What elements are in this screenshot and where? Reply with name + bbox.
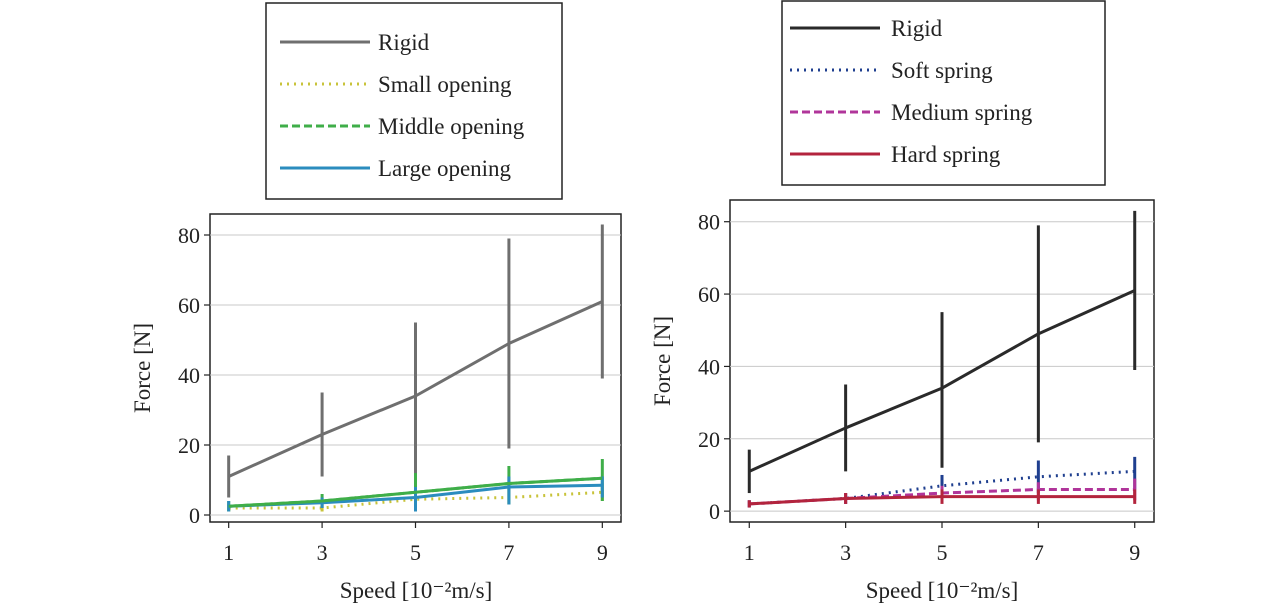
legend-label: Large opening: [378, 156, 512, 181]
right-tick-labels: 0 20 40 60 80 1 3 5 7 9: [698, 210, 1140, 565]
legend-label: Hard spring: [891, 142, 1001, 167]
y-tick-label: 40: [698, 354, 720, 379]
right-legend: Rigid Soft spring Medium spring Hard spring: [790, 16, 1033, 167]
series-line: [228, 476, 603, 508]
y-tick-label: 20: [178, 433, 200, 458]
left-y-axis-label: Force [N]: [130, 323, 155, 413]
left-legend-box: [265, 2, 563, 200]
series-middle-opening: [228, 476, 603, 508]
right-series: [747, 210, 1137, 508]
series-hard-spring: [747, 489, 1137, 508]
x-tick-label: 7: [1033, 540, 1044, 565]
right-chart: Rigid Soft spring Medium spring Hard spring…: [650, 0, 1155, 603]
left-legend: Rigid Small opening Middle opening Large op…: [280, 30, 525, 181]
x-tick-label: 9: [597, 540, 608, 565]
series-rigid: [227, 224, 604, 498]
y-tick-label: 60: [178, 293, 200, 318]
series-line: [228, 300, 603, 478]
legend-label: Rigid: [378, 30, 430, 55]
y-tick-label: 80: [178, 223, 200, 248]
x-tick-label: 5: [410, 540, 421, 565]
series-rigid: [747, 210, 1137, 494]
x-tick-label: 1: [744, 540, 755, 565]
y-tick-label: 20: [698, 427, 720, 452]
x-tick-label: 3: [840, 540, 851, 565]
left-chart: Rigid Small opening Middle opening Large op…: [130, 2, 622, 603]
y-tick-label: 0: [709, 499, 720, 524]
y-tick-label: 80: [698, 210, 720, 235]
right-x-axis-label: Speed [10⁻²m/s]: [866, 578, 1019, 603]
x-tick-label: 9: [1129, 540, 1140, 565]
series-line: [749, 495, 1135, 506]
legend-label: Rigid: [891, 16, 943, 41]
legend-label: Middle opening: [378, 114, 525, 139]
series-line: [748, 289, 1136, 473]
right-y-axis-label: Force [N]: [650, 316, 675, 406]
legend-label: Small opening: [378, 72, 512, 97]
left-series: [227, 224, 604, 512]
x-tick-label: 7: [503, 540, 514, 565]
y-tick-label: 60: [698, 282, 720, 307]
left-x-axis-label: Speed [10⁻²m/s]: [340, 578, 493, 603]
y-tick-label: 40: [178, 363, 200, 388]
x-tick-label: 3: [317, 540, 328, 565]
x-tick-label: 5: [937, 540, 948, 565]
x-tick-label: 1: [223, 540, 234, 565]
y-tick-label: 0: [189, 503, 200, 528]
left-tick-labels: 0 20 40 60 80 1 3 5 7 9: [178, 223, 608, 565]
legend-label: Medium spring: [891, 100, 1033, 125]
legend-label: Soft spring: [891, 58, 993, 83]
